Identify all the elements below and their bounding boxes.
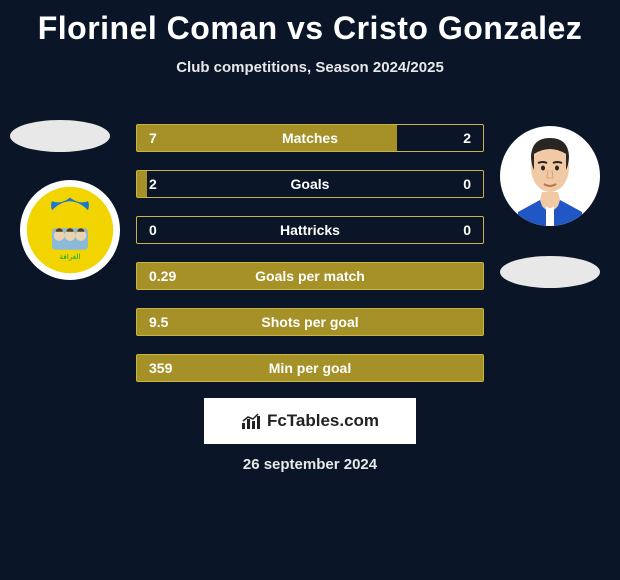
stat-row: 0 Hattricks 0 [136, 216, 484, 244]
fctables-logo: FcTables.com [204, 398, 416, 444]
player2-avatar [500, 126, 600, 226]
player1-club-badge: الغرافة [20, 180, 120, 280]
stat-label: Min per goal [269, 360, 351, 376]
stat-right-value: 2 [463, 130, 471, 146]
comparison-date: 26 september 2024 [0, 456, 620, 473]
stat-left-value: 7 [149, 130, 157, 146]
stat-label: Goals [291, 176, 330, 192]
stat-row: 0.29 Goals per match [136, 262, 484, 290]
chart-icon [241, 412, 261, 430]
stat-row: 2 Goals 0 [136, 170, 484, 198]
stat-bar-fill [137, 171, 147, 197]
stat-bar-fill [137, 125, 397, 151]
stat-label: Shots per goal [261, 314, 358, 330]
stat-row: 9.5 Shots per goal [136, 308, 484, 336]
stat-label: Matches [282, 130, 338, 146]
player2-club-badge-placeholder [500, 256, 600, 288]
comparison-subtitle: Club competitions, Season 2024/2025 [0, 59, 620, 76]
comparison-bars: 7 Matches 2 2 Goals 0 0 Hattricks 0 0.29 Goals per… [136, 124, 484, 400]
stat-row: 7 Matches 2 [136, 124, 484, 152]
stat-label: Goals per match [255, 268, 365, 284]
stat-left-value: 359 [149, 360, 172, 376]
stat-right-value: 0 [463, 176, 471, 192]
logo-text: FcTables.com [267, 411, 379, 431]
stat-label: Hattricks [280, 222, 340, 238]
stat-row: 359 Min per goal [136, 354, 484, 382]
stat-left-value: 0 [149, 222, 157, 238]
svg-text:الغرافة: الغرافة [60, 252, 81, 261]
stat-left-value: 0.29 [149, 268, 176, 284]
comparison-title: Florinel Coman vs Cristo Gonzalez [0, 0, 620, 47]
stat-left-value: 9.5 [149, 314, 168, 330]
player1-avatar-placeholder [10, 120, 110, 152]
stat-left-value: 2 [149, 176, 157, 192]
stat-right-value: 0 [463, 222, 471, 238]
